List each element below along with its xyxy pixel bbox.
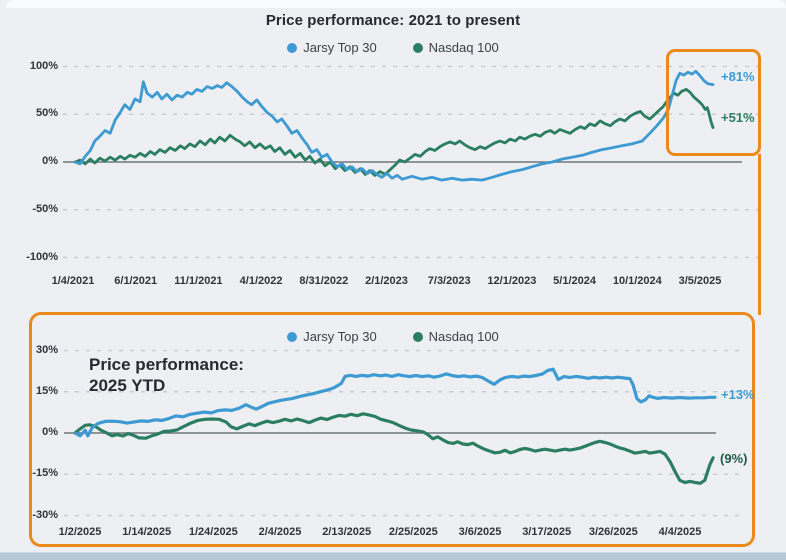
- y-tick-label: -15%: [32, 467, 58, 480]
- chart1-title: Price performance: 2021 to present: [265, 12, 521, 29]
- legend-label-nasdaq-ytd: Nasdaq 100: [428, 329, 499, 344]
- x-tick-label: 3/26/2025: [588, 526, 638, 538]
- chart2-title: Price performance: 2025 YTD: [89, 354, 244, 396]
- legend-dot-nasdaq-icon: [412, 42, 423, 53]
- y-tick-label: -50%: [32, 202, 58, 215]
- y-tick-label: -100%: [26, 250, 58, 263]
- highlight-box-2025-region: [666, 49, 761, 156]
- chart2-title-line1: Price performance:: [89, 355, 244, 374]
- legend-dot-jarsy-icon: [287, 42, 298, 53]
- x-tick-label: 1/4/2021: [51, 275, 95, 287]
- x-tick-label: 4/1/2022: [239, 275, 283, 287]
- x-tick-label: 1/24/2025: [188, 526, 238, 538]
- x-tick-label: 3/6/2025: [458, 526, 502, 538]
- detail-chart-frame: [29, 312, 755, 547]
- window-bottom-edge: [0, 552, 786, 560]
- x-tick-label: 1/2/2025: [58, 526, 102, 538]
- series-line-jarsy-top-30: [73, 69, 715, 182]
- legend-label-nasdaq: Nasdaq 100: [428, 40, 499, 55]
- legend-item-jarsy: Jarsy Top 30: [287, 40, 377, 55]
- nasdaq-end-value-ytd: (9%): [720, 451, 748, 466]
- x-tick-label: 3/17/2025: [522, 526, 572, 538]
- x-tick-label: 2/4/2025: [258, 526, 302, 538]
- series-line-jarsy-top-30: [73, 367, 717, 438]
- nasdaq-end-value-2021: +51%: [721, 110, 755, 125]
- legend-dot-jarsy-ytd-icon: [287, 331, 298, 342]
- x-tick-label: 7/3/2023: [427, 275, 471, 287]
- x-tick-label: 11/1/2021: [174, 275, 223, 287]
- legend-label-jarsy-ytd: Jarsy Top 30: [303, 329, 377, 344]
- x-tick-label: 4/4/2025: [658, 526, 702, 538]
- chart2-title-line2: 2025 YTD: [89, 376, 166, 395]
- chart1-legend: Jarsy Top 30 Nasdaq 100: [0, 40, 786, 55]
- x-tick-label: 2/1/2023: [365, 275, 408, 287]
- y-tick-label: 0%: [42, 426, 58, 438]
- x-tick-label: 1/14/2025: [122, 526, 172, 538]
- y-tick-label: 100%: [29, 59, 58, 72]
- y-tick-label: -30%: [32, 508, 58, 521]
- jarsy-end-value-2021: +81%: [721, 69, 755, 84]
- x-tick-label: 8/31/2022: [299, 275, 349, 287]
- legend-item-jarsy-ytd: Jarsy Top 30: [287, 329, 377, 344]
- series-line-nasdaq-100: [73, 412, 715, 485]
- series-line-nasdaq-100: [73, 88, 715, 177]
- y-tick-label: 30%: [35, 343, 58, 356]
- x-tick-label: 12/1/2023: [487, 275, 537, 287]
- jarsy-end-value-ytd: +13%: [721, 387, 755, 402]
- x-tick-label: 6/1/2021: [114, 275, 158, 287]
- legend-label-jarsy: Jarsy Top 30: [303, 40, 377, 55]
- x-tick-label: 2/13/2025: [322, 526, 372, 538]
- y-tick-label: 0%: [42, 155, 58, 167]
- x-tick-label: 10/1/2024: [612, 275, 662, 287]
- chart2-legend: Jarsy Top 30 Nasdaq 100: [0, 329, 786, 344]
- window-top-edge: [6, 0, 786, 8]
- highlight-connector-line: [758, 154, 761, 315]
- legend-item-nasdaq-ytd: Nasdaq 100: [412, 329, 499, 344]
- legend-dot-nasdaq-ytd-icon: [412, 331, 423, 342]
- y-tick-label: 15%: [35, 384, 58, 397]
- x-tick-label: 2/25/2025: [388, 526, 438, 538]
- y-tick-label: 50%: [35, 107, 58, 120]
- x-tick-label: 5/1/2024: [553, 275, 596, 287]
- x-tick-label: 3/5/2025: [678, 275, 722, 287]
- legend-item-nasdaq: Nasdaq 100: [412, 40, 499, 55]
